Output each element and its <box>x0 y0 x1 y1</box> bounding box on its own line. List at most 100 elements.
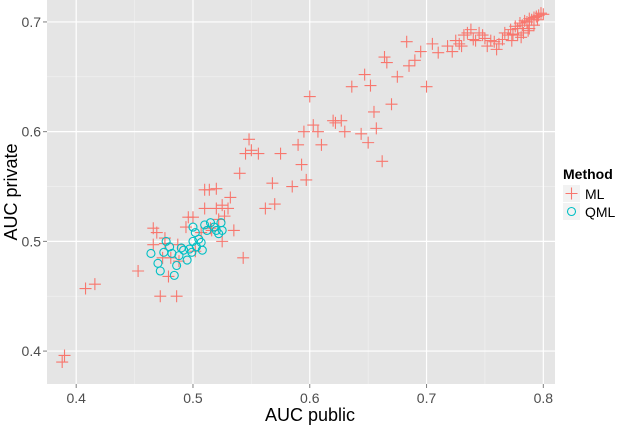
ml-point <box>530 10 543 23</box>
ml-point <box>239 147 252 160</box>
qml-point <box>182 255 192 265</box>
x-axis-title: AUC public <box>265 405 355 425</box>
ml-point <box>210 202 223 215</box>
ml-point <box>58 349 71 362</box>
ml-point <box>307 119 320 132</box>
ml-point <box>198 202 211 215</box>
ml-point <box>315 138 328 151</box>
ml-point <box>464 23 477 36</box>
ml-point <box>268 198 281 211</box>
ml-point <box>154 290 167 303</box>
y-axis-ticks: 0.4 0.5 0.6 0.7 <box>22 14 47 359</box>
ml-point <box>237 251 250 264</box>
ml-point <box>420 80 433 93</box>
qml-point <box>188 222 198 232</box>
ml-point <box>358 68 371 81</box>
ml-point <box>509 20 522 33</box>
y-tick-label: 0.4 <box>22 343 42 359</box>
ml-point <box>432 46 445 59</box>
ml-point <box>362 136 375 149</box>
x-tick-label: 0.5 <box>183 390 203 406</box>
ml-point <box>311 125 324 138</box>
x-axis-ticks: 0.4 0.5 0.6 0.7 0.8 <box>66 384 553 406</box>
ml-point <box>243 133 256 146</box>
ml-point <box>162 270 175 283</box>
ml-point <box>224 191 237 204</box>
ml-point <box>300 173 313 186</box>
ml-point <box>259 202 272 215</box>
ml-point <box>518 14 531 27</box>
ml-point <box>403 59 416 72</box>
ml-point <box>370 122 383 135</box>
plot-panel <box>47 0 555 384</box>
y-axis-title: AUC private <box>1 143 21 240</box>
ml-point <box>513 17 526 30</box>
ml-point <box>446 45 459 58</box>
ml-point <box>355 127 368 140</box>
ml-point <box>478 32 491 45</box>
ml-point <box>179 221 192 234</box>
ml-point <box>170 290 183 303</box>
ml-point <box>210 182 223 195</box>
qml-point <box>187 247 197 257</box>
ml-point <box>441 40 454 53</box>
ml-point <box>274 147 287 160</box>
ml-point <box>376 155 389 168</box>
x-tick-label: 0.4 <box>66 390 86 406</box>
ml-point <box>335 114 348 127</box>
ml-point <box>378 51 391 64</box>
legend-plus-icon <box>565 187 578 200</box>
ml-point <box>414 45 427 58</box>
ml-point <box>537 8 550 21</box>
ml-point <box>186 211 199 224</box>
x-tick-label: 0.8 <box>534 390 554 406</box>
ml-point <box>522 24 535 37</box>
ml-point <box>391 70 404 83</box>
ml-point <box>476 29 489 42</box>
ml-point <box>88 278 101 291</box>
ml-point <box>345 80 358 93</box>
ml-point <box>297 125 310 138</box>
y-tick-label: 0.7 <box>22 14 42 30</box>
ml-point <box>385 98 398 111</box>
qml-point <box>217 225 227 235</box>
ml-point <box>79 282 92 295</box>
legend-label-ml: ML <box>585 186 605 202</box>
ml-point <box>286 180 299 193</box>
qml-point <box>165 242 175 252</box>
qml-point <box>179 245 189 255</box>
ml-point <box>380 56 393 69</box>
ml-point <box>364 79 377 92</box>
ml-point <box>222 202 235 215</box>
ml-point <box>490 43 503 56</box>
ml-point <box>506 28 519 41</box>
ml-point <box>245 144 258 157</box>
ml-point <box>467 33 480 46</box>
ml-point <box>534 7 547 20</box>
legend-title: Method <box>563 166 613 182</box>
legend: Method ML QML <box>563 166 616 220</box>
ml-point <box>408 54 421 67</box>
ml-point <box>56 356 69 369</box>
ml-point <box>203 183 216 196</box>
qml-point <box>172 260 182 271</box>
ml-point <box>531 13 544 26</box>
ml-point <box>338 125 351 138</box>
legend-ml-marker <box>565 187 578 200</box>
minor-gridlines <box>47 0 555 384</box>
ml-point <box>292 138 305 151</box>
ml-point <box>469 34 482 47</box>
qml-point <box>197 245 207 255</box>
qml-point <box>169 270 179 280</box>
ml-point <box>216 235 229 248</box>
ml-point <box>158 237 171 250</box>
ml-point <box>132 264 145 277</box>
ml-point <box>295 158 308 171</box>
x-tick-label: 0.6 <box>300 390 320 406</box>
qml-point <box>200 220 210 230</box>
ml-point <box>150 226 163 239</box>
legend-qml-marker <box>566 206 577 217</box>
ml-point <box>367 105 380 118</box>
ml-point <box>505 34 518 47</box>
ml-point <box>520 15 533 28</box>
